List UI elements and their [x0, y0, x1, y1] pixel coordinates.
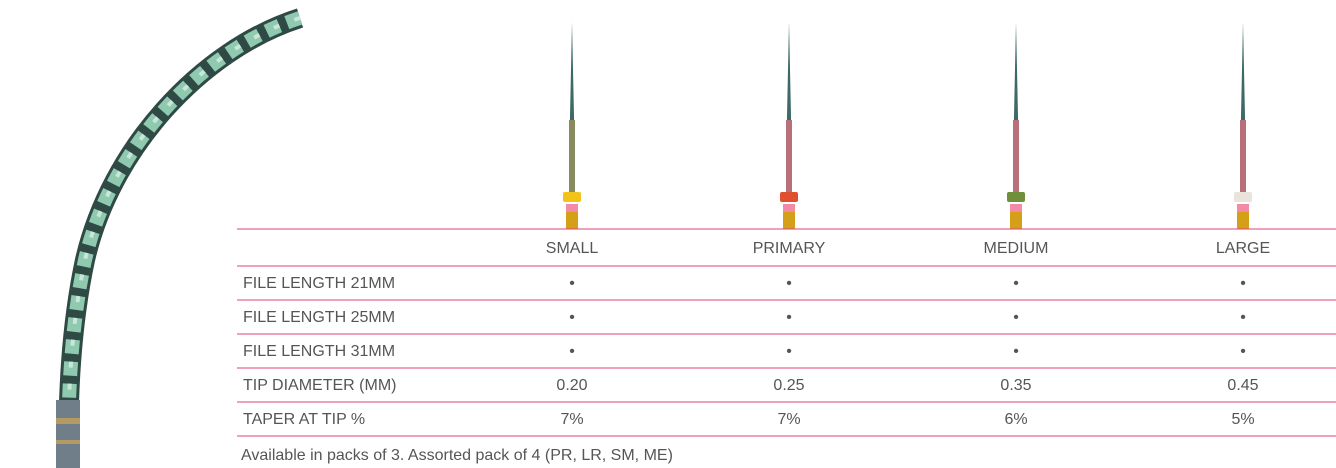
cell: 0.45 [1227, 377, 1258, 394]
file-shank [569, 120, 575, 192]
cell: • [1013, 309, 1019, 326]
column-header: PRIMARY [753, 240, 826, 257]
file-handle [783, 212, 795, 229]
column-header: LARGE [1216, 240, 1270, 257]
row-label: TIP DIAMETER (MM) [243, 377, 396, 394]
column-header: MEDIUM [984, 240, 1049, 257]
cell: • [786, 275, 792, 292]
cell: 7% [777, 411, 800, 428]
file-shank [786, 120, 792, 192]
file-shank [1013, 120, 1019, 192]
cell: • [1240, 309, 1246, 326]
cell: 0.25 [773, 377, 804, 394]
file-ring [1234, 192, 1252, 202]
cell: • [1013, 275, 1019, 292]
large-file-image [56, 8, 304, 468]
cell: • [1240, 343, 1246, 360]
file-ring [780, 192, 798, 202]
file-ring [1007, 192, 1025, 202]
cell: • [1240, 275, 1246, 292]
row-label: TAPER AT TIP % [243, 411, 365, 428]
file-band [783, 204, 795, 212]
file-handle [1237, 212, 1249, 229]
cell: 0.35 [1000, 377, 1031, 394]
file-shank [1240, 120, 1246, 192]
table: SMALL PRIMARY MEDIUM LARGE FILE LENGTH 21MM •… [237, 228, 1336, 437]
cell: 5% [1231, 411, 1254, 428]
file-ring [563, 192, 581, 202]
cell: • [1013, 343, 1019, 360]
file-handle [566, 212, 578, 229]
cell: • [569, 309, 575, 326]
row-label: FILE LENGTH 31MM [243, 343, 395, 360]
cell: 0.20 [556, 377, 587, 394]
cell: 7% [560, 411, 583, 428]
cell: • [786, 343, 792, 360]
cell: • [569, 275, 575, 292]
cell: 6% [1004, 411, 1027, 428]
cell: • [569, 343, 575, 360]
column-header: SMALL [546, 240, 599, 257]
file-band [1010, 204, 1022, 212]
cell: • [786, 309, 792, 326]
footnote: Available in packs of 3. Assorted pack o… [241, 447, 673, 464]
file-handle [1010, 212, 1022, 229]
file-band [566, 204, 578, 212]
file-images [563, 22, 1252, 229]
row-label: FILE LENGTH 25MM [243, 309, 395, 326]
file-band [1237, 204, 1249, 212]
row-label: FILE LENGTH 21MM [243, 275, 395, 292]
